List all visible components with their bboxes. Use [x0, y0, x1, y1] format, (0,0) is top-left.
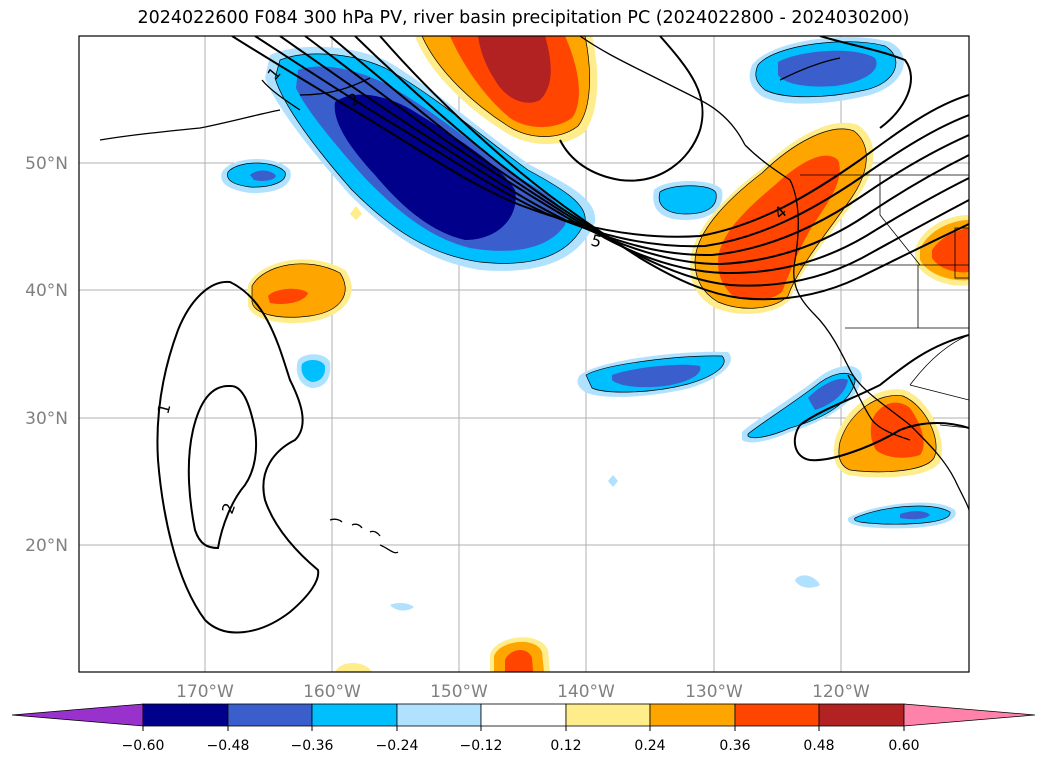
colorbar-tick-label: −0.48 [207, 738, 250, 754]
colorbar-tick-label: −0.60 [122, 738, 165, 754]
colorbar-tick-label: −0.24 [376, 738, 419, 754]
colorbar-extend-low [11, 703, 144, 727]
negative-anomaly-regions [221, 36, 956, 611]
pv-contours [156, 36, 969, 634]
blue-blob-tiny-2 [390, 602, 414, 611]
borders [800, 174, 969, 429]
contour-label: 1 [154, 401, 175, 416]
blue-blob-tiny-3 [608, 475, 618, 487]
lat-label: 30°N [25, 409, 68, 429]
colorbar-tick-labels: −0.60 −0.48 −0.36 −0.24 −0.12 0.12 0.24 … [122, 738, 920, 754]
colorbar-ticks [142, 726, 905, 731]
lat-label: 40°N [25, 281, 68, 301]
colorbar-tick-label: −0.12 [460, 738, 503, 754]
lon-label: 150°W [430, 682, 488, 702]
colorbar-segment [396, 703, 482, 727]
colorbar-tick-label: 0.12 [550, 738, 581, 754]
orange-blob-bottom-left [335, 663, 372, 672]
colorbar-segment [227, 703, 313, 727]
map-title: 2024022600 F084 300 hPa PV, river basin … [137, 8, 910, 28]
lon-label: 130°W [685, 682, 743, 702]
colorbar-segment [565, 703, 651, 727]
colorbar-segment [649, 703, 736, 727]
colorbar-segment [311, 703, 398, 727]
colorbar-tick-label: 0.24 [634, 738, 665, 754]
blue-blob-tiny-1 [795, 575, 820, 588]
map-frame [78, 35, 970, 673]
lon-label: 160°W [303, 682, 361, 702]
lon-label: 170°W [176, 682, 234, 702]
colorbar-tick-label: −0.36 [291, 738, 334, 754]
colorbar-tick-label: 0.48 [803, 738, 834, 754]
latitude-labels: 50°N 40°N 30°N 20°N [25, 154, 68, 556]
colorbar-extend-high [903, 703, 1036, 727]
colorbar-segment [142, 703, 229, 727]
colorbar-segment [734, 703, 820, 727]
lat-label: 50°N [25, 154, 68, 174]
lat-label: 20°N [25, 536, 68, 556]
orange-blob-tiny [350, 206, 362, 220]
contour-label: 5 [589, 231, 604, 252]
longitude-labels: 170°W 160°W 150°W 140°W 130°W 120°W [176, 682, 870, 702]
map-area: 1 2 5 4 1 2 [79, 36, 969, 672]
colorbar-segment [818, 703, 905, 727]
colorbar-tick-label: 0.36 [719, 738, 750, 754]
lon-label: 120°W [812, 682, 870, 702]
lon-label: 140°W [557, 682, 615, 702]
colorbar-tick-label: 0.60 [888, 738, 919, 754]
shading-outlines [227, 36, 951, 525]
colorbar-segment [480, 703, 567, 727]
coastlines [99, 36, 969, 554]
colorbar: −0.60 −0.48 −0.36 −0.24 −0.12 0.12 0.24 … [11, 703, 1036, 754]
